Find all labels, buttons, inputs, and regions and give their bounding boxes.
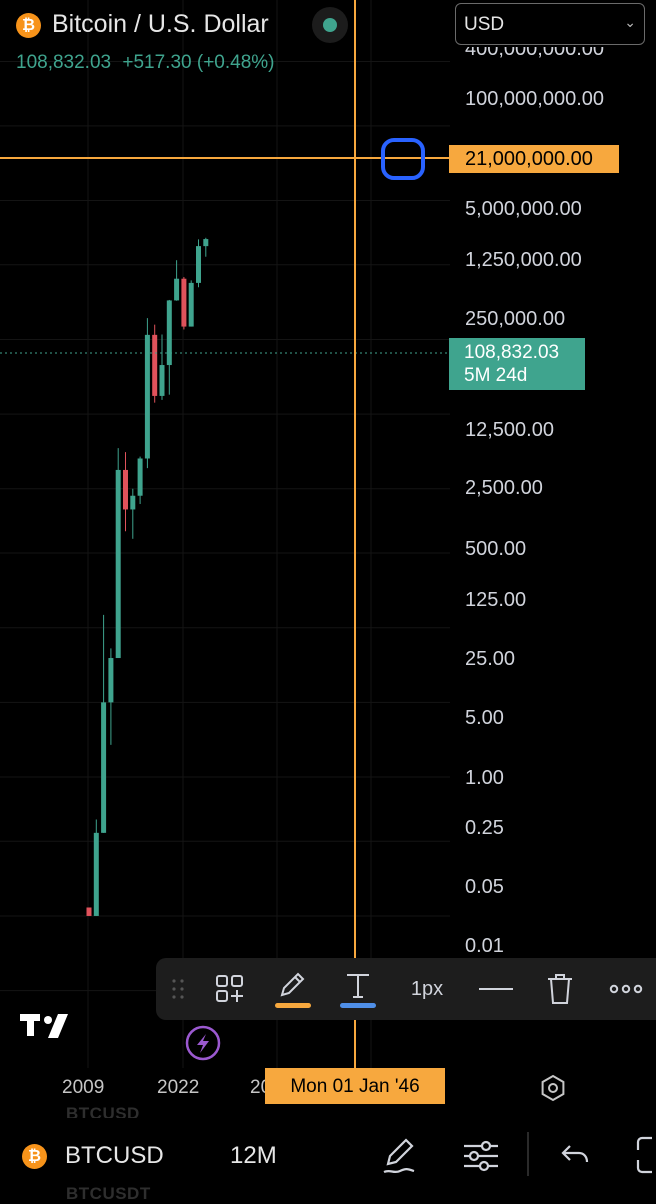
- price-axis-label: 0.25: [465, 817, 504, 839]
- text-color-swatch: [340, 1002, 376, 1008]
- currency-value: USD: [464, 14, 505, 35]
- candle-body: [86, 907, 92, 916]
- candle-body: [115, 469, 121, 659]
- drawing-toolbar: 1px: [156, 958, 656, 1020]
- delete-button[interactable]: [540, 958, 580, 1020]
- candle-body: [188, 282, 194, 327]
- candle-body: [152, 334, 158, 396]
- crosshair-date-label: Mon 01 Jan '46: [265, 1068, 445, 1104]
- current-price-value: 108,832.03: [464, 342, 560, 363]
- ghost-symbol-below: BTCUSDT: [66, 1184, 151, 1203]
- bitcoin-logo-icon: ₿: [22, 1144, 47, 1169]
- more-icon: [609, 984, 643, 994]
- header-change: +517.30 (+0.48%): [122, 52, 275, 73]
- live-dot-icon: [323, 18, 337, 32]
- undo-button[interactable]: [560, 1142, 590, 1173]
- price-axis-label: 125.00: [465, 589, 527, 611]
- bottom-toolbar: ₿ BTCUSD 12M: [0, 1118, 656, 1200]
- object-tree-icon[interactable]: [208, 958, 252, 1020]
- more-options-button[interactable]: [604, 958, 648, 1020]
- crosshair-price-label: 21,000,000.00: [449, 145, 619, 173]
- candle-body: [174, 278, 180, 301]
- candle-body: [108, 658, 114, 703]
- price-axis-label: 5,000,000.00: [465, 198, 582, 220]
- crosshair-handle[interactable]: [381, 138, 425, 180]
- candle-body: [101, 702, 107, 833]
- chevron-down-icon: ⌄: [624, 14, 636, 30]
- symbol-title[interactable]: Bitcoin / U.S. Dollar: [52, 10, 269, 38]
- price-change-line: 108,832.03 +517.30 (+0.48%): [16, 52, 275, 74]
- line-width-button[interactable]: 1px: [410, 977, 444, 1000]
- interval-button[interactable]: 12M: [230, 1142, 277, 1169]
- price-axis-label: 1.00: [465, 767, 504, 789]
- candle-body: [181, 278, 187, 327]
- candle-body: [144, 334, 150, 459]
- header-price: 108,832.03: [16, 52, 112, 73]
- divider: [527, 1132, 529, 1176]
- indicators-button[interactable]: [462, 1138, 500, 1179]
- candle-countdown: 5M 24d: [464, 365, 528, 386]
- candle-body: [123, 469, 128, 510]
- fullscreen-button[interactable]: [636, 1136, 656, 1179]
- currency-select[interactable]: USD ⌄: [455, 3, 645, 45]
- sliders-icon: [464, 1140, 498, 1172]
- text-icon: [347, 973, 369, 998]
- current-price-label: 108,832.03 5M 24d: [449, 338, 585, 390]
- candle-body: [159, 365, 165, 396]
- price-axis-label: 12,500.00: [465, 419, 554, 441]
- undo-icon: [561, 1145, 589, 1163]
- price-axis-label: 0.01: [465, 935, 504, 957]
- pen-icon: [383, 1138, 415, 1174]
- candle-body: [166, 300, 172, 366]
- candle-body: [137, 458, 143, 496]
- line-color-button[interactable]: [271, 958, 315, 1020]
- candlestick-series: [86, 237, 209, 916]
- price-axis-label: 0.05: [465, 876, 504, 898]
- price-axis-label: 5.00: [465, 707, 504, 729]
- settings-icon[interactable]: [541, 1074, 565, 1102]
- symbol-button[interactable]: BTCUSD: [65, 1142, 164, 1169]
- text-color-button[interactable]: [336, 958, 380, 1020]
- fullscreen-icon: [636, 1136, 652, 1174]
- price-axis-label: 2,500.00: [465, 477, 543, 499]
- line-style-button[interactable]: [476, 958, 516, 1020]
- pencil-color-swatch: [275, 1002, 311, 1008]
- lightning-icon[interactable]: [185, 1025, 221, 1061]
- price-axis-label: 500.00: [465, 538, 527, 560]
- price-axis-label: 1,250,000.00: [465, 249, 582, 271]
- candle-body: [203, 239, 209, 247]
- candle-body: [130, 495, 136, 510]
- time-axis-label: 2022: [157, 1077, 200, 1098]
- candle-body: [93, 832, 99, 916]
- trash-icon: [548, 974, 572, 1004]
- pencil-icon: [280, 972, 305, 996]
- drag-handle-icon[interactable]: [164, 958, 192, 1020]
- price-axis-label: 250,000.00: [465, 308, 566, 330]
- price-axis-label: 25.00: [465, 648, 516, 670]
- bitcoin-logo-icon: ₿: [16, 13, 41, 38]
- price-axis-label-clipped: 400,000,000.00: [465, 38, 605, 60]
- tradingview-logo-icon: [20, 1014, 68, 1038]
- price-axis-label: 100,000,000.00: [465, 88, 605, 110]
- time-axis-label: 2009: [62, 1077, 105, 1098]
- line-style-icon: [479, 988, 513, 990]
- drawing-tool-button[interactable]: [380, 1136, 420, 1181]
- market-status-indicator[interactable]: [312, 7, 348, 43]
- candle-body: [196, 246, 201, 283]
